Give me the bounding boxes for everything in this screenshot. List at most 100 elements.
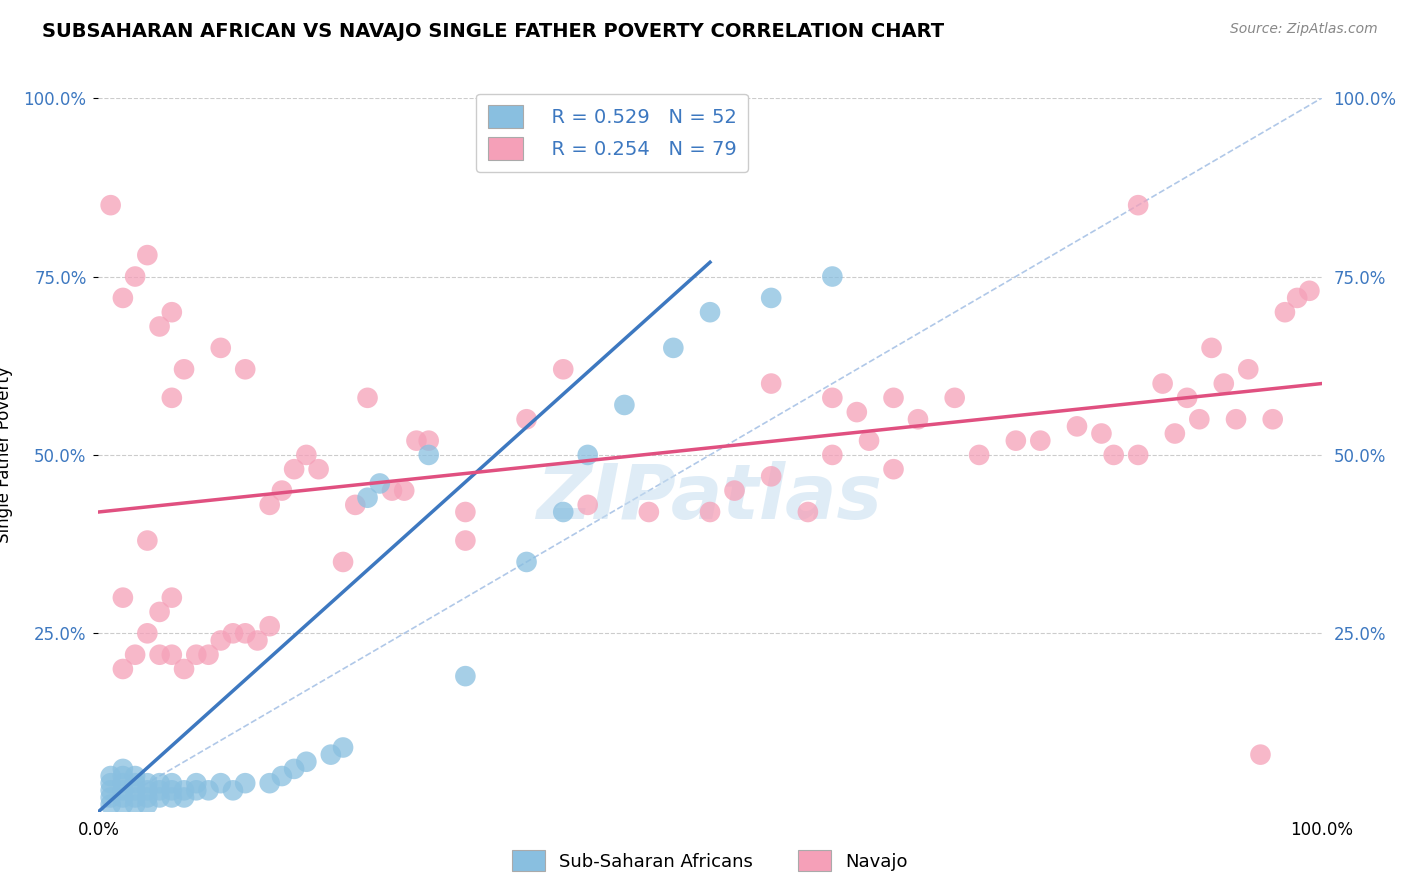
Point	[858, 434, 880, 448]
Point	[111, 797, 134, 812]
Point	[1164, 426, 1187, 441]
Point	[1029, 434, 1052, 448]
Point	[124, 769, 146, 783]
Point	[160, 305, 183, 319]
Point	[1261, 412, 1284, 426]
Point	[1188, 412, 1211, 426]
Point	[100, 776, 122, 790]
Point	[149, 319, 172, 334]
Point	[209, 341, 232, 355]
Point	[1175, 391, 1198, 405]
Point	[308, 462, 330, 476]
Point	[1298, 284, 1320, 298]
Point	[124, 269, 146, 284]
Point	[319, 747, 342, 762]
Point	[136, 248, 159, 262]
Point	[1128, 198, 1150, 212]
Text: ZIPatlas: ZIPatlas	[537, 461, 883, 534]
Point	[233, 362, 256, 376]
Point	[356, 491, 378, 505]
Point	[418, 448, 440, 462]
Legend:   R = 0.529   N = 52,   R = 0.254   N = 79: R = 0.529 N = 52, R = 0.254 N = 79	[477, 94, 748, 171]
Point	[553, 505, 575, 519]
Point	[943, 391, 966, 405]
Point	[1090, 426, 1112, 441]
Point	[222, 626, 245, 640]
Point	[662, 341, 685, 355]
Point	[160, 783, 183, 797]
Point	[124, 790, 146, 805]
Point	[283, 762, 305, 776]
Point	[1212, 376, 1234, 391]
Point	[136, 797, 159, 812]
Point	[613, 398, 636, 412]
Point	[111, 762, 134, 776]
Point	[149, 776, 172, 790]
Point	[723, 483, 745, 498]
Point	[761, 469, 783, 483]
Point	[100, 797, 122, 812]
Legend: Sub-Saharan Africans, Navajo: Sub-Saharan Africans, Navajo	[505, 843, 915, 879]
Point	[186, 648, 208, 662]
Point	[197, 783, 219, 797]
Point	[356, 391, 378, 405]
Point	[149, 790, 172, 805]
Point	[149, 605, 172, 619]
Point	[111, 291, 134, 305]
Point	[136, 790, 159, 805]
Point	[100, 769, 122, 783]
Point	[160, 648, 183, 662]
Point	[100, 198, 122, 212]
Point	[344, 498, 367, 512]
Point	[883, 391, 905, 405]
Point	[124, 648, 146, 662]
Point	[124, 776, 146, 790]
Point	[233, 626, 256, 640]
Point	[246, 633, 269, 648]
Point	[368, 476, 391, 491]
Point	[576, 448, 599, 462]
Point	[1004, 434, 1026, 448]
Point	[283, 462, 305, 476]
Point	[699, 505, 721, 519]
Point	[454, 533, 477, 548]
Point	[111, 790, 134, 805]
Point	[821, 269, 844, 284]
Point	[761, 376, 783, 391]
Point	[173, 662, 195, 676]
Point	[136, 626, 159, 640]
Point	[1152, 376, 1174, 391]
Point	[173, 790, 195, 805]
Point	[186, 783, 208, 797]
Point	[222, 783, 245, 797]
Point	[1066, 419, 1088, 434]
Point	[1237, 362, 1260, 376]
Point	[1128, 448, 1150, 462]
Point	[259, 498, 281, 512]
Text: Source: ZipAtlas.com: Source: ZipAtlas.com	[1230, 22, 1378, 37]
Point	[405, 434, 427, 448]
Point	[186, 776, 208, 790]
Point	[392, 483, 416, 498]
Point	[173, 783, 195, 797]
Point	[149, 648, 172, 662]
Point	[259, 619, 281, 633]
Point	[111, 776, 134, 790]
Point	[1201, 341, 1223, 355]
Point	[332, 740, 354, 755]
Point	[124, 783, 146, 797]
Point	[124, 797, 146, 812]
Point	[454, 669, 477, 683]
Point	[173, 362, 195, 376]
Point	[967, 448, 990, 462]
Point	[845, 405, 868, 419]
Point	[576, 498, 599, 512]
Point	[821, 448, 844, 462]
Point	[1274, 305, 1296, 319]
Point	[270, 769, 294, 783]
Point	[270, 483, 294, 498]
Text: SUBSAHARAN AFRICAN VS NAVAJO SINGLE FATHER POVERTY CORRELATION CHART: SUBSAHARAN AFRICAN VS NAVAJO SINGLE FATH…	[42, 22, 945, 41]
Point	[100, 790, 122, 805]
Point	[907, 412, 929, 426]
Point	[160, 391, 183, 405]
